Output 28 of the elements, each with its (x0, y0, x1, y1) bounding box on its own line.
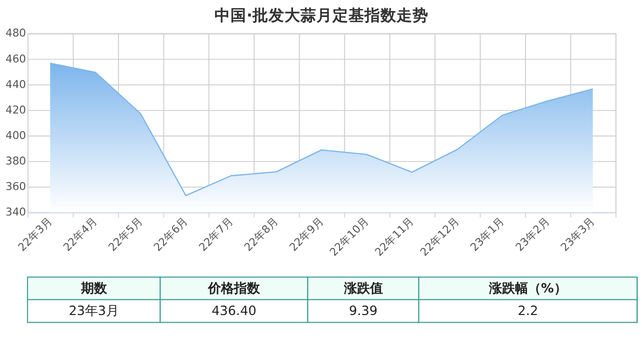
x-tick-label: 22年5月 (106, 214, 146, 254)
y-tick-label: 440 (5, 78, 26, 91)
y-tick-label: 420 (5, 103, 26, 116)
chart-title: 中国·批发大蒜月定基指数走势 (214, 5, 428, 24)
x-tick-label: 22年7月 (196, 214, 236, 254)
text: 涨跌值 (342, 281, 383, 296)
text: 期数 (80, 281, 108, 296)
x-tick-label: 22年9月 (286, 214, 326, 254)
y-tick-label: 460 (5, 52, 26, 66)
text: 9.39 (349, 304, 378, 319)
y-tick-label: 400 (5, 128, 26, 142)
y-tick-label: 380 (5, 154, 26, 168)
text: 价格指数 (206, 281, 261, 296)
x-tick-label: 22年8月 (242, 214, 281, 254)
x-tick-label: 22年4月 (60, 214, 100, 254)
text: 436.40 (212, 304, 256, 319)
y-tick-label: 480 (5, 26, 26, 40)
text: 2.2 (518, 304, 538, 319)
text: 涨跌幅（%） (488, 281, 567, 296)
x-tick-label: 23年2月 (512, 214, 552, 254)
x-tick-label: 22年11月 (372, 214, 417, 259)
x-tick-label: 23年3月 (558, 214, 598, 254)
x-tick-label: 22年12月 (418, 214, 462, 259)
x-tick-label: 23年1月 (468, 214, 508, 254)
x-tick-label: 22年10月 (327, 214, 372, 259)
x-tick-label: 22年6月 (151, 214, 191, 254)
y-tick-label: 360 (5, 180, 26, 194)
text: 23年3月 (68, 304, 120, 319)
